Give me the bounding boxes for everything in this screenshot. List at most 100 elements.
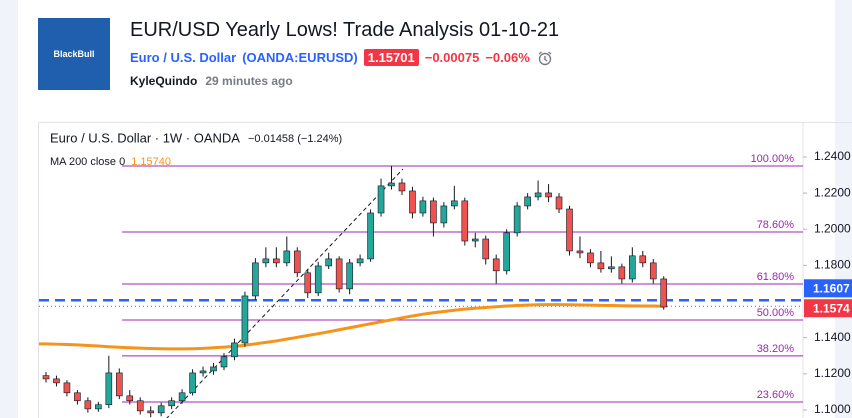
candle-body (471, 238, 479, 242)
candle-body (53, 378, 60, 384)
candle-body (178, 392, 186, 402)
candle-body (388, 182, 395, 187)
time-ago: 29 minutes ago (205, 74, 293, 88)
candle-body (377, 185, 385, 214)
fib-label: 61.80% (757, 271, 795, 283)
candle-body (293, 250, 301, 274)
candle-body (231, 342, 238, 358)
fib-label: 100.00% (751, 153, 795, 165)
candle-body (126, 395, 134, 402)
candle-body (587, 252, 594, 264)
candle-body (451, 200, 458, 207)
price-badge: 1.15701 (363, 49, 419, 66)
candle-body (147, 410, 154, 414)
candle-body (356, 258, 364, 264)
fib-label: 50.00% (757, 307, 795, 319)
y-tick-label: 1.1400 (814, 330, 851, 344)
price-label: 1.1574 (813, 301, 850, 315)
author[interactable]: KyleQuindo (130, 74, 198, 88)
candle-body (367, 212, 374, 260)
candle-body (430, 200, 437, 224)
candle-body (534, 192, 542, 198)
candle-body (210, 366, 217, 372)
symbol-row: Euro / U.S. Dollar (OANDA:EURUSD) 1.1570… (130, 49, 554, 66)
candle-body (440, 205, 448, 224)
chart-overlay: Euro / U.S. Dollar · 1W · OANDA MA 200 c… (50, 130, 342, 168)
candle-body (335, 258, 343, 290)
candle-body (566, 208, 573, 252)
price-label: 1.1607 (813, 281, 850, 295)
candle-body (545, 192, 552, 198)
trend-line (166, 168, 404, 418)
ma-value: 1.15740 (131, 156, 171, 168)
candle-body (63, 382, 71, 394)
candle-body (576, 250, 584, 254)
candle-body (241, 295, 249, 344)
candle-body (513, 205, 521, 234)
alarm-icon[interactable] (536, 50, 554, 66)
candle-body (608, 266, 615, 270)
candle-body (262, 258, 270, 264)
candle-body (618, 266, 626, 280)
price-change-pct: −0.06% (485, 50, 530, 65)
candle-body (314, 265, 322, 294)
candle-body (74, 392, 81, 402)
candle-body (597, 262, 605, 270)
y-tick-label: 1.1000 (814, 402, 851, 416)
author-row: KyleQuindo 29 minutes ago (130, 74, 293, 88)
candle-body (524, 196, 531, 207)
y-tick-label: 1.2200 (814, 185, 851, 199)
candle-body (220, 356, 228, 368)
candle-body (503, 232, 510, 272)
logo[interactable]: BlackBull (38, 18, 110, 90)
candle-body (639, 255, 647, 264)
candle-body (482, 238, 490, 260)
symbol-name[interactable]: Euro / U.S. Dollar (130, 50, 237, 65)
candle-body (419, 200, 427, 214)
fib-label: 78.60% (757, 219, 795, 231)
candle-body (157, 405, 165, 414)
candle-body (283, 250, 291, 264)
price-label-box (804, 279, 852, 298)
chart: 1.2400 1.2200 1.2000 1.1800 1.1400 1.1200 1.10… (38, 122, 852, 418)
candle-body (325, 258, 332, 267)
candle-body (115, 372, 123, 397)
logo-text: BlackBull (53, 49, 95, 59)
y-tick-label: 1.2000 (814, 221, 851, 235)
y-tick-label: 1.1200 (814, 366, 851, 380)
ma-label: MA 200 close 0 (50, 156, 125, 168)
fib-label: 38.20% (757, 343, 795, 355)
candle-body (105, 372, 113, 406)
idea-title: EUR/USD Yearly Lows! Trade Analysis 01-1… (130, 19, 560, 41)
symbol-code[interactable]: (OANDA:EURUSD) (242, 50, 358, 65)
candle-body (649, 262, 657, 280)
candle-body (555, 196, 563, 210)
price-change: −0.00075 (424, 50, 480, 65)
fib-label: 23.60% (757, 389, 795, 401)
candle-body (346, 262, 353, 290)
candle-body (252, 262, 259, 297)
candle-body (42, 375, 50, 380)
candle-body (189, 372, 196, 394)
candle-body (199, 370, 207, 374)
candle-body (273, 258, 280, 264)
candle-body (304, 272, 312, 294)
y-tick-label: 1.2400 (814, 149, 851, 163)
candle-body (409, 190, 416, 214)
candle-body (398, 182, 406, 192)
candle-body (492, 258, 500, 272)
candle-body (168, 400, 175, 407)
ma-line (39, 303, 664, 351)
candle-body (660, 278, 668, 308)
price-label-box (804, 299, 852, 318)
candle-body (629, 255, 636, 280)
candle-body (136, 400, 144, 412)
y-tick-label: 1.1800 (814, 258, 851, 272)
candle-body (84, 400, 92, 410)
legend-change: −0.01458 (−1.24%) (248, 133, 342, 145)
candle-body (461, 200, 469, 242)
legend-title: Euro / U.S. Dollar · 1W · OANDA (50, 130, 240, 145)
candle-body (95, 404, 102, 410)
